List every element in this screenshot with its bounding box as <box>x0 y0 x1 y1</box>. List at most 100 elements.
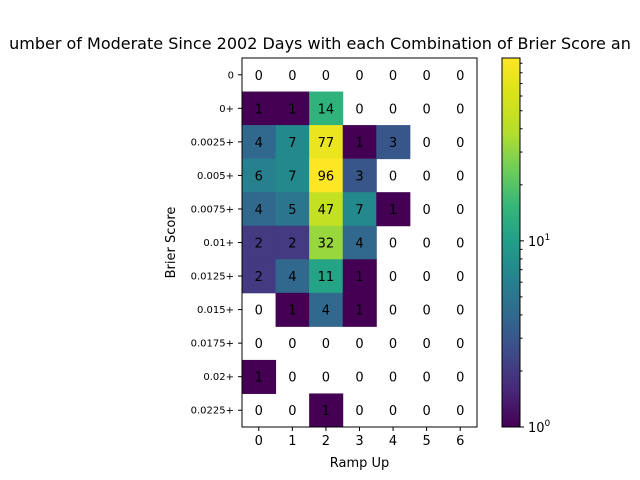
cell-value-label: 32 <box>318 237 335 252</box>
cell-value-label: 1 <box>255 371 263 386</box>
cell-value-label: 0 <box>423 69 431 84</box>
cell-value-label: 0 <box>389 270 397 285</box>
cell-value-label: 0 <box>389 169 397 184</box>
heatmap-cell <box>309 259 344 294</box>
y-tick-label: 0 <box>228 70 234 81</box>
x-tick-label: 4 <box>389 434 397 449</box>
colorbar-tick-label: 101 <box>528 233 550 250</box>
y-tick-label: 0.0175+ <box>191 339 234 350</box>
colorbar-tick-exponent: 0 <box>545 419 551 429</box>
cell-value-label: 0 <box>456 203 464 218</box>
cell-value-label: 5 <box>288 203 296 218</box>
cell-value-label: 1 <box>355 270 363 285</box>
cell-value-label: 7 <box>288 136 296 151</box>
heatmap-cell <box>275 225 310 260</box>
y-axis-label: Brier Score <box>164 207 179 279</box>
x-tick-label: 0 <box>255 434 263 449</box>
cell-value-label: 0 <box>456 371 464 386</box>
x-axis-label: Ramp Up <box>330 456 390 471</box>
heatmap-cell <box>309 158 344 193</box>
cell-value-label: 0 <box>389 337 397 352</box>
y-axis-ticks: 0 0+ 0.0025+ 0.005+ 0.0075+ 0.01+ 0.0125+ 0.015… <box>191 70 242 417</box>
cell-value-label: 77 <box>318 136 335 151</box>
cell-value-label: 1 <box>288 304 296 319</box>
cell-value-label: 0 <box>322 69 330 84</box>
cell-value-label: 0 <box>355 102 363 117</box>
heatmap-cell <box>275 192 310 227</box>
cell-value-label: 0 <box>423 371 431 386</box>
y-tick-label: 0.005+ <box>197 171 234 182</box>
cell-value-label: 4 <box>322 304 330 319</box>
cell-value-label: 0 <box>389 69 397 84</box>
x-tick-label: 3 <box>355 434 363 449</box>
chart-title: umber of Moderate Since 2002 Days with e… <box>9 34 631 53</box>
cell-value-label: 0 <box>456 404 464 419</box>
cell-value-label: 0 <box>423 270 431 285</box>
x-tick-label: 6 <box>456 434 464 449</box>
cell-value-label: 0 <box>423 337 431 352</box>
y-tick-label: 0+ <box>219 104 234 115</box>
cell-value-label: 0 <box>288 69 296 84</box>
heatmap-cell <box>309 192 344 227</box>
cell-value-label: 0 <box>456 102 464 117</box>
cell-value-label: 0 <box>389 237 397 252</box>
heatmap-cell <box>275 292 310 327</box>
heatmap-cell <box>309 125 344 160</box>
cell-value-label: 0 <box>255 337 263 352</box>
cell-value-label: 96 <box>318 169 335 184</box>
cell-value-label: 2 <box>255 270 263 285</box>
cell-value-label: 0 <box>255 404 263 419</box>
heatmap-cell <box>342 192 377 227</box>
cell-value-label: 0 <box>423 304 431 319</box>
cell-value-label: 2 <box>288 237 296 252</box>
y-tick-label: 0.015+ <box>197 305 234 316</box>
heatmap-cell <box>242 359 277 394</box>
cell-value-label: 3 <box>389 136 397 151</box>
cell-value-label: 0 <box>288 371 296 386</box>
heatmap-cell <box>242 192 277 227</box>
colorbar-tick-base: 10 <box>528 235 545 250</box>
heatmap-cell <box>275 125 310 160</box>
y-tick-label: 0.01+ <box>203 238 234 249</box>
heatmap-cell <box>376 125 411 160</box>
cell-value-label: 1 <box>255 102 263 117</box>
cell-value-label: 1 <box>355 304 363 319</box>
cell-value-label: 0 <box>322 337 330 352</box>
cell-value-label: 1 <box>322 404 330 419</box>
heatmap-cell <box>242 158 277 193</box>
colorbar-tick-base: 10 <box>528 421 545 436</box>
heatmap-cell <box>309 225 344 260</box>
cell-value-label: 0 <box>255 69 263 84</box>
heatmap-cell <box>275 91 310 126</box>
cell-value-label: 6 <box>255 169 263 184</box>
cell-value-label: 11 <box>318 270 335 285</box>
heatmap-cell <box>309 393 344 428</box>
heatmap-cell <box>342 158 377 193</box>
cell-value-label: 4 <box>255 136 263 151</box>
heatmap-cell <box>242 225 277 260</box>
heatmap-cell <box>309 292 344 327</box>
cell-value-label: 0 <box>423 404 431 419</box>
colorbar-gradient <box>502 58 520 427</box>
cell-value-label: 0 <box>456 136 464 151</box>
cell-value-label: 0 <box>423 169 431 184</box>
cell-value-label: 4 <box>288 270 296 285</box>
heatmap-cell <box>275 259 310 294</box>
cell-value-label: 4 <box>355 237 363 252</box>
cell-value-label: 0 <box>355 371 363 386</box>
colorbar-frame <box>501 57 521 428</box>
cell-value-label: 0 <box>389 404 397 419</box>
cell-value-label: 0 <box>423 237 431 252</box>
cell-value-label: 0 <box>456 270 464 285</box>
cell-value-label: 0 <box>389 371 397 386</box>
cell-value-label: 2 <box>255 237 263 252</box>
cell-value-label: 7 <box>355 203 363 218</box>
colorbar-tick-exponent: 1 <box>545 233 551 243</box>
x-tick-label: 1 <box>288 434 296 449</box>
cell-value-label: 0 <box>255 304 263 319</box>
cell-value-label: 0 <box>456 169 464 184</box>
y-tick-label: 0.0225+ <box>191 406 234 417</box>
cell-value-label: 0 <box>355 404 363 419</box>
